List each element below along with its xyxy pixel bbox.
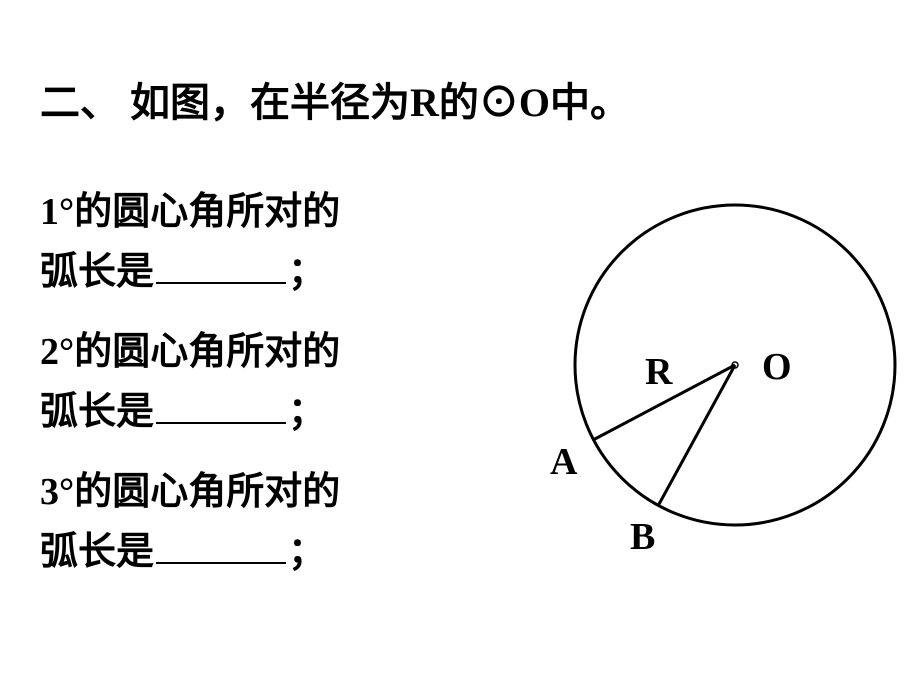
question-2-line-1: 2°的圆心角所对的 — [40, 320, 340, 375]
diagram-label-b: B — [630, 515, 655, 559]
question-2-blank — [156, 382, 286, 424]
question-1-line-1: 1°的圆心角所对的 — [40, 180, 340, 235]
question-2-suffix: ； — [288, 391, 326, 433]
question-3-line-1: 3°的圆心角所对的 — [40, 460, 340, 515]
diagram-label-a: A — [550, 440, 577, 484]
question-1-line-2: 弧长是 ； — [40, 240, 326, 295]
slide-page: 二、 如图，在半径为R的⊙O中。 1°的圆心角所对的 弧长是 ； 2°的圆心角所对… — [0, 0, 920, 690]
question-1-blank — [156, 242, 286, 284]
question-3-suffix: ； — [288, 531, 326, 573]
question-1-answer-prefix: 弧长是 — [40, 251, 154, 293]
diagram-label-o: O — [762, 345, 792, 389]
question-2-answer-prefix: 弧长是 — [40, 391, 154, 433]
question-3-blank — [156, 522, 286, 564]
question-3-answer-prefix: 弧长是 — [40, 531, 154, 573]
circle-diagram: O R A B — [530, 180, 900, 550]
section-heading: 二、 如图，在半径为R的⊙O中。 — [40, 70, 630, 128]
circle-diagram-svg — [530, 180, 900, 550]
question-2-line-2: 弧长是 ； — [40, 380, 326, 435]
diagram-label-r: R — [645, 350, 672, 394]
question-3-line-2: 弧长是 ； — [40, 520, 326, 575]
question-1-suffix: ； — [288, 251, 326, 293]
